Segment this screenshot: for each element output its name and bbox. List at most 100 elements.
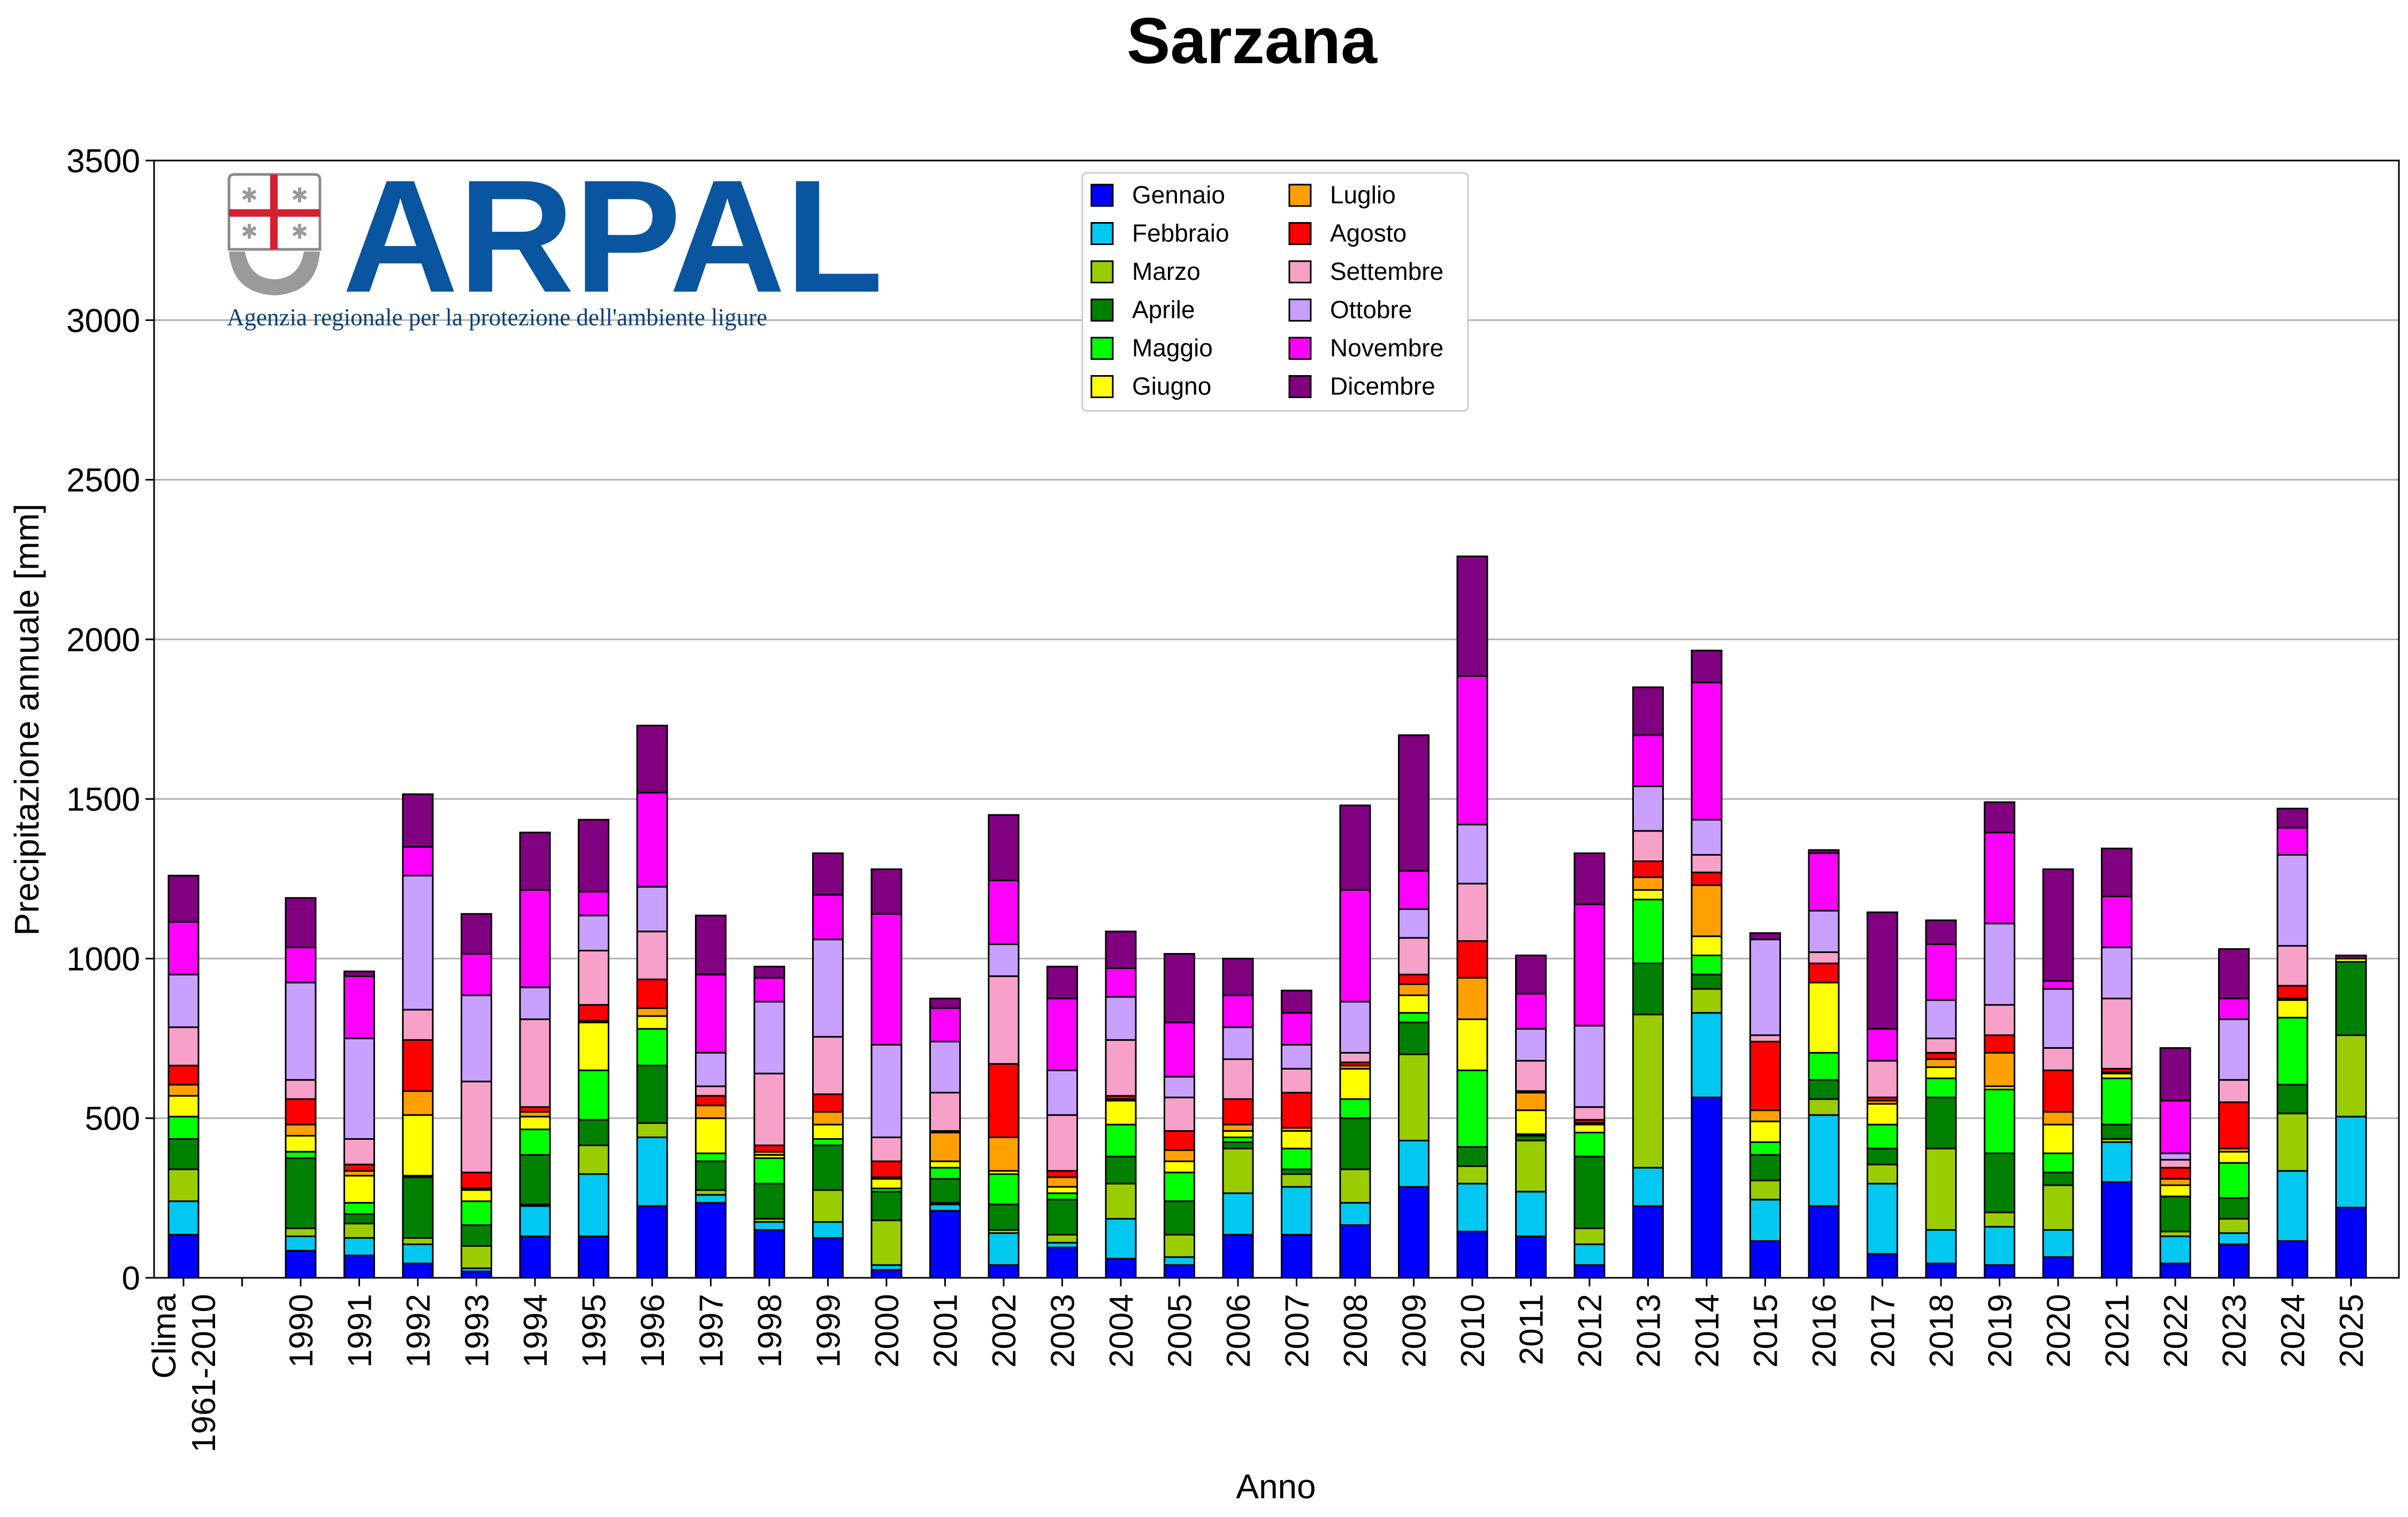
x-tick-label: 2011 — [1513, 1294, 1550, 1365]
bar-segment-maggio — [1632, 898, 1664, 964]
bar-segment-dicembre — [1105, 931, 1137, 969]
bar-segment-luglio — [1456, 977, 1488, 1020]
bar-segment-aprile — [988, 1203, 1020, 1231]
x-tick-text: 1993 — [459, 1294, 496, 1368]
bar-segment-gennaio — [1398, 1186, 1429, 1279]
bar-segment-dicembre — [1222, 957, 1254, 996]
bar-segment-agosto — [695, 1095, 727, 1107]
bar-segment-giugno — [1105, 1100, 1137, 1126]
bar-segment-giugno — [1164, 1160, 1195, 1173]
bar-segment-maggio — [167, 1116, 200, 1140]
bar-segment-aprile — [1164, 1200, 1195, 1236]
bar-segment-ottobre — [167, 973, 200, 1028]
bar-segment-maggio — [1046, 1192, 1078, 1201]
bar-segment-luglio — [285, 1124, 317, 1137]
bar-segment-agosto — [1046, 1170, 1078, 1178]
bar-segment-marzo — [636, 1122, 668, 1139]
bar-segment-gennaio — [929, 1210, 961, 1279]
bar-segment-novembre — [1808, 852, 1840, 912]
bar-segment-dicembre — [812, 852, 844, 896]
x-tick-text: 2011 — [1513, 1294, 1550, 1365]
bar-segment-aprile — [870, 1191, 903, 1222]
bar-segment-ottobre — [461, 994, 492, 1083]
bar-segment-maggio — [1867, 1124, 1898, 1149]
bar-segment-luglio — [988, 1137, 1020, 1172]
x-tick-label: 1996 — [635, 1294, 671, 1368]
x-tick-text: 2018 — [1923, 1294, 1960, 1368]
bar-segment-aprile — [1222, 1141, 1254, 1149]
legend-swatch — [1090, 184, 1114, 207]
x-tick-text: 2004 — [1103, 1294, 1140, 1368]
bar-segment-luglio — [1632, 876, 1664, 891]
bar-segment-dicembre — [636, 725, 668, 794]
bar-segment-settembre — [1046, 1114, 1078, 1172]
x-tick-text: 2024 — [2275, 1294, 2312, 1368]
bar-segment-febbraio — [578, 1173, 609, 1237]
bar-segment-novembre — [2042, 980, 2074, 990]
bar-segment-settembre — [929, 1092, 961, 1132]
bar-segment-agosto — [1984, 1034, 2015, 1054]
bar-segment-giugno — [1339, 1068, 1371, 1100]
bar-segment-gennaio — [343, 1254, 375, 1279]
bar-segment-agosto — [1222, 1098, 1254, 1126]
bar-segment-novembre — [167, 921, 200, 975]
x-tick-label: 2023 — [2216, 1294, 2253, 1368]
bar-segment-agosto — [1925, 1051, 1957, 1060]
x-tick-text: 1998 — [752, 1294, 789, 1368]
legend-label: Settembre — [1330, 257, 1443, 285]
bar-segment-luglio — [2042, 1111, 2074, 1126]
bar-segment-maggio — [519, 1129, 551, 1156]
bar-segment-settembre — [695, 1085, 727, 1097]
x-tick-label: 1995 — [576, 1294, 613, 1368]
bar-segment-maggio — [636, 1028, 668, 1066]
x-tick-text: 1995 — [576, 1294, 613, 1368]
bar-segment-agosto — [1164, 1130, 1195, 1151]
bar-segment-novembre — [870, 913, 903, 1046]
bar-segment-maggio — [1691, 954, 1723, 975]
liguria-coat-of-arms-icon: ✱ ✱ ✱ ✱ — [227, 173, 322, 295]
bar-segment-settembre — [1515, 1059, 1547, 1092]
bar-segment-settembre — [870, 1137, 903, 1162]
x-tick-text: 2002 — [986, 1294, 1023, 1368]
bar-segment-settembre — [812, 1036, 844, 1095]
bar-segment-novembre — [1164, 1022, 1195, 1078]
bar-segment-febbraio — [2159, 1235, 2191, 1264]
bar-segment-agosto — [1749, 1041, 1781, 1111]
bar-segment-aprile — [461, 1224, 492, 1247]
bar-segment-maggio — [578, 1069, 609, 1121]
bar-segment-gennaio — [1691, 1096, 1723, 1279]
bar-segment-aprile — [167, 1138, 200, 1170]
bar-segment-novembre — [1573, 903, 1606, 1027]
bar-segment-marzo — [1925, 1147, 1957, 1231]
bar-segment-novembre — [402, 846, 434, 876]
bar-segment-agosto — [167, 1064, 200, 1086]
bar-segment-marzo — [2218, 1218, 2250, 1234]
bar-segment-marzo — [1105, 1183, 1137, 1220]
bar-segment-febbraio — [2042, 1229, 2074, 1258]
bar-segment-dicembre — [578, 819, 609, 893]
bar-segment-dicembre — [343, 970, 375, 977]
bar-segment-agosto — [1808, 962, 1840, 984]
legend-label: Giugno — [1132, 372, 1211, 400]
bar-segment-agosto — [2159, 1167, 2191, 1180]
x-tick-text: 2014 — [1689, 1294, 1726, 1368]
bar-segment-dicembre — [402, 793, 434, 848]
bar-segment-settembre — [1164, 1096, 1195, 1132]
bar-segment-ottobre — [343, 1038, 375, 1140]
y-tick-label: 2500 — [66, 462, 140, 499]
bar-segment-febbraio — [1456, 1183, 1488, 1232]
bar-segment-gennaio — [1281, 1233, 1312, 1279]
bar-segment-aprile — [1808, 1079, 1840, 1100]
bar-segment-ottobre — [1281, 1044, 1312, 1070]
bar-segment-giugno — [929, 1160, 961, 1169]
bar-segment-luglio — [636, 1007, 668, 1017]
x-tick-text: 1991 — [342, 1294, 379, 1368]
bar-segment-novembre — [1984, 832, 2015, 925]
x-tick-label: 2014 — [1689, 1294, 1726, 1368]
bar-segment-gennaio — [988, 1264, 1020, 1279]
bar-segment-gennaio — [1164, 1264, 1195, 1279]
bar-segment-settembre — [1573, 1106, 1606, 1121]
bar-segment-novembre — [2101, 895, 2132, 949]
bar-segment-gennaio — [1339, 1224, 1371, 1279]
x-tick-text: 2023 — [2216, 1294, 2253, 1368]
